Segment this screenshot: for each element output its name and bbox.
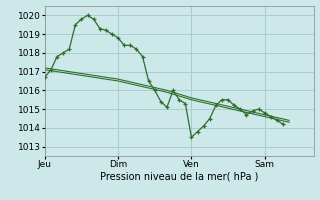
X-axis label: Pression niveau de la mer( hPa ): Pression niveau de la mer( hPa ) <box>100 172 258 182</box>
